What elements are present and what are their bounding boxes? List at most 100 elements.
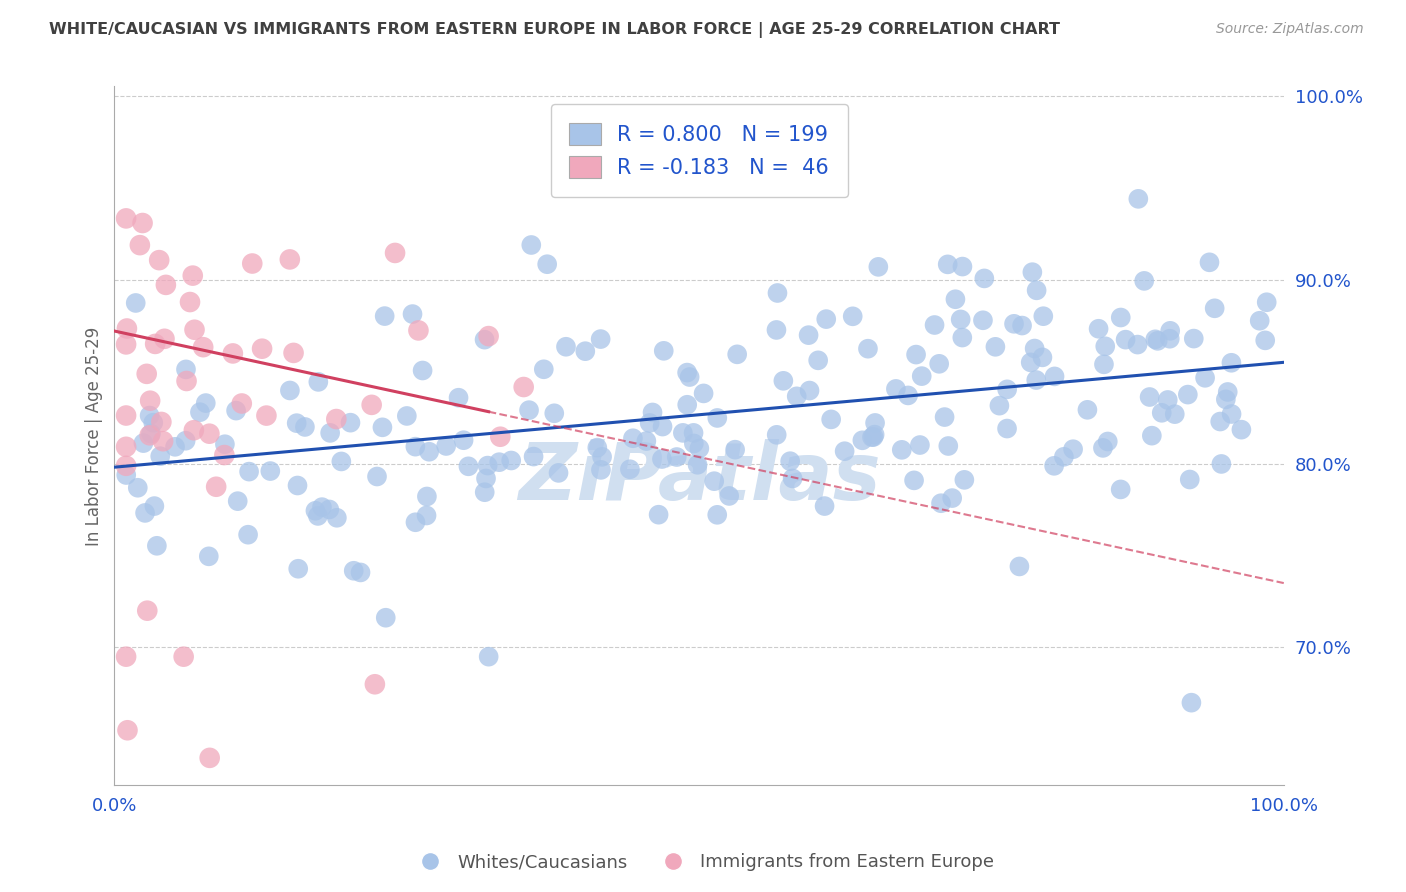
Point [1256, 295, 1278, 310]
Point [936, 439, 959, 453]
Point [250, 342, 273, 356]
Point [1178, 473, 1201, 487]
Point [457, 459, 479, 474]
Point [343, 564, 366, 578]
Point [533, 362, 555, 376]
Point [174, 434, 197, 448]
Point [1204, 301, 1226, 316]
Point [706, 508, 728, 522]
Point [678, 370, 700, 384]
Point [543, 406, 565, 420]
Point [591, 450, 613, 464]
Point [214, 448, 236, 462]
Point [972, 313, 994, 327]
Point [676, 366, 699, 380]
Point [766, 285, 789, 300]
Point [138, 409, 160, 423]
Point [307, 508, 329, 523]
Point [132, 436, 155, 450]
Point [127, 481, 149, 495]
Point [115, 321, 138, 335]
Point [574, 344, 596, 359]
Point [501, 453, 523, 467]
Point [638, 416, 661, 430]
Point [1159, 324, 1181, 338]
Point [285, 416, 308, 430]
Point [995, 421, 1018, 435]
Point [307, 375, 329, 389]
Point [1076, 402, 1098, 417]
Point [652, 343, 675, 358]
Point [447, 391, 470, 405]
Point [453, 434, 475, 448]
Point [478, 649, 501, 664]
Point [278, 252, 301, 267]
Point [941, 491, 963, 505]
Point [404, 440, 426, 454]
Point [115, 468, 138, 483]
Point [890, 442, 912, 457]
Point [1177, 387, 1199, 401]
Point [115, 337, 138, 351]
Point [475, 471, 498, 485]
Point [231, 396, 253, 410]
Point [797, 328, 820, 343]
Point [1211, 457, 1233, 471]
Point [401, 307, 423, 321]
Point [148, 253, 170, 268]
Point [176, 374, 198, 388]
Point [651, 452, 673, 467]
Point [536, 257, 558, 271]
Point [512, 380, 534, 394]
Point [142, 416, 165, 430]
Point [928, 357, 950, 371]
Point [174, 362, 197, 376]
Point [1209, 415, 1232, 429]
Point [318, 502, 340, 516]
Point [366, 469, 388, 483]
Point [953, 473, 976, 487]
Point [138, 428, 160, 442]
Point [641, 405, 664, 419]
Point [325, 412, 347, 426]
Point [183, 323, 205, 337]
Point [692, 386, 714, 401]
Point [665, 450, 688, 464]
Point [404, 515, 426, 529]
Point [1043, 458, 1066, 473]
Point [905, 348, 928, 362]
Point [115, 458, 138, 473]
Point [934, 410, 956, 425]
Point [851, 434, 873, 448]
Point [589, 463, 612, 477]
Point [1091, 441, 1114, 455]
Point [950, 330, 973, 344]
Point [326, 510, 349, 524]
Point [226, 494, 249, 508]
Point [311, 500, 333, 515]
Point [686, 458, 709, 472]
Point [139, 393, 162, 408]
Point [724, 442, 747, 457]
Point [225, 403, 247, 417]
Point [330, 454, 353, 468]
Point [1220, 356, 1243, 370]
Point [522, 450, 544, 464]
Point [188, 405, 211, 419]
Point [136, 604, 159, 618]
Point [179, 295, 201, 310]
Point [198, 549, 221, 564]
Point [688, 442, 710, 456]
Point [412, 363, 434, 377]
Y-axis label: In Labor Force | Age 25-29: In Labor Force | Age 25-29 [86, 326, 103, 546]
Point [1194, 371, 1216, 385]
Point [868, 260, 890, 274]
Point [765, 427, 787, 442]
Point [897, 388, 920, 402]
Point [374, 611, 396, 625]
Point [973, 271, 995, 285]
Point [236, 527, 259, 541]
Point [1182, 332, 1205, 346]
Legend: R = 0.800   N = 199, R = -0.183   N =  46: R = 0.800 N = 199, R = -0.183 N = 46 [551, 103, 848, 197]
Point [1053, 450, 1076, 464]
